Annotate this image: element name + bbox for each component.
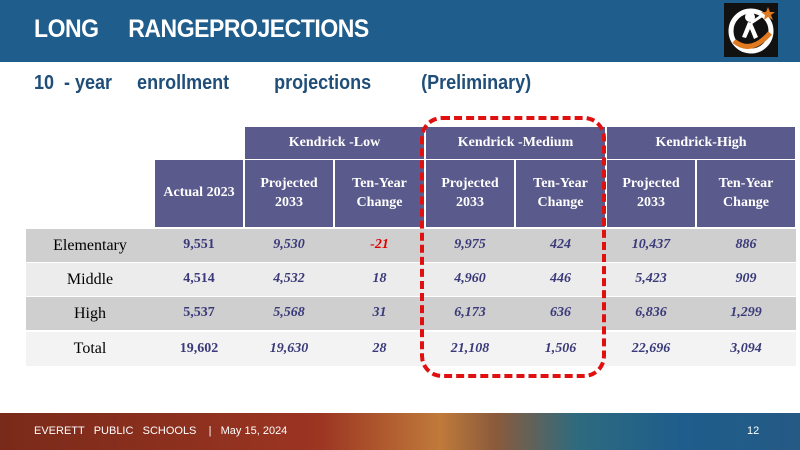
table-cell: 10,437 — [606, 229, 696, 262]
table-cell: 6,836 — [606, 297, 696, 330]
group-header-high: Kendrick-High — [606, 126, 796, 160]
table-cell: 4,514 — [154, 263, 244, 296]
table-cell: 5,537 — [154, 297, 244, 330]
table-cell: 5,568 — [244, 297, 334, 330]
district-logo-icon — [724, 3, 778, 57]
header-medium-change: Ten-Year Change — [515, 160, 606, 227]
header-high-projected: Projected 2033 — [606, 160, 696, 227]
table-cell: 19,602 — [154, 332, 244, 366]
medium-highlight-outline — [420, 116, 606, 378]
slide-footer — [0, 413, 800, 450]
row-label-total: Total — [26, 332, 154, 366]
table-cell: 19,630 — [244, 332, 334, 366]
table-cell: 28 — [334, 332, 425, 366]
header-high-change: Ten-Year Change — [696, 160, 796, 227]
table-cell: 424 — [515, 229, 606, 262]
slide-title: LONG RANGEPROJECTIONS — [34, 15, 369, 43]
footer-text: EVERETT PUBLIC SCHOOLS | May 15, 2024 — [34, 425, 288, 437]
header-medium-projected: Projected 2033 — [425, 160, 515, 227]
slide-header: LONG RANGEPROJECTIONS — [0, 0, 800, 62]
header-actual-2023: Actual 2023 — [154, 160, 244, 227]
table-cell: 4,532 — [244, 263, 334, 296]
table-cell: 446 — [515, 263, 606, 296]
table-cell: 18 — [334, 263, 425, 296]
row-label-middle: Middle — [26, 263, 154, 296]
page-number: 12 — [747, 425, 760, 437]
table-cell: 31 — [334, 297, 425, 330]
enrollment-table: Kendrick -Low Kendrick -Medium Kendrick-… — [26, 126, 796, 366]
table-cell-negative: -21 — [334, 229, 425, 262]
table-cell: 9,975 — [425, 229, 515, 262]
row-label-high: High — [26, 297, 154, 330]
header-low-change: Ten-Year Change — [334, 160, 425, 227]
row-label-elementary: Elementary — [26, 229, 154, 262]
table-cell: 6,173 — [425, 297, 515, 330]
table-cell: 9,551 — [154, 229, 244, 262]
group-header-medium: Kendrick -Medium — [425, 126, 606, 160]
table-cell: 22,696 — [606, 332, 696, 366]
table-cell: 886 — [696, 229, 796, 262]
table-cell: 1,299 — [696, 297, 796, 330]
table-cell: 3,094 — [696, 332, 796, 366]
table-cell: 636 — [515, 297, 606, 330]
header-low-projected: Projected 2033 — [244, 160, 334, 227]
group-header-low: Kendrick -Low — [244, 126, 425, 160]
table-cell: 4,960 — [425, 263, 515, 296]
slide-subtitle: 10 - year enrollment projections (Prelim… — [34, 72, 532, 94]
table-cell: 909 — [696, 263, 796, 296]
table-cell: 5,423 — [606, 263, 696, 296]
table-cell: 9,530 — [244, 229, 334, 262]
